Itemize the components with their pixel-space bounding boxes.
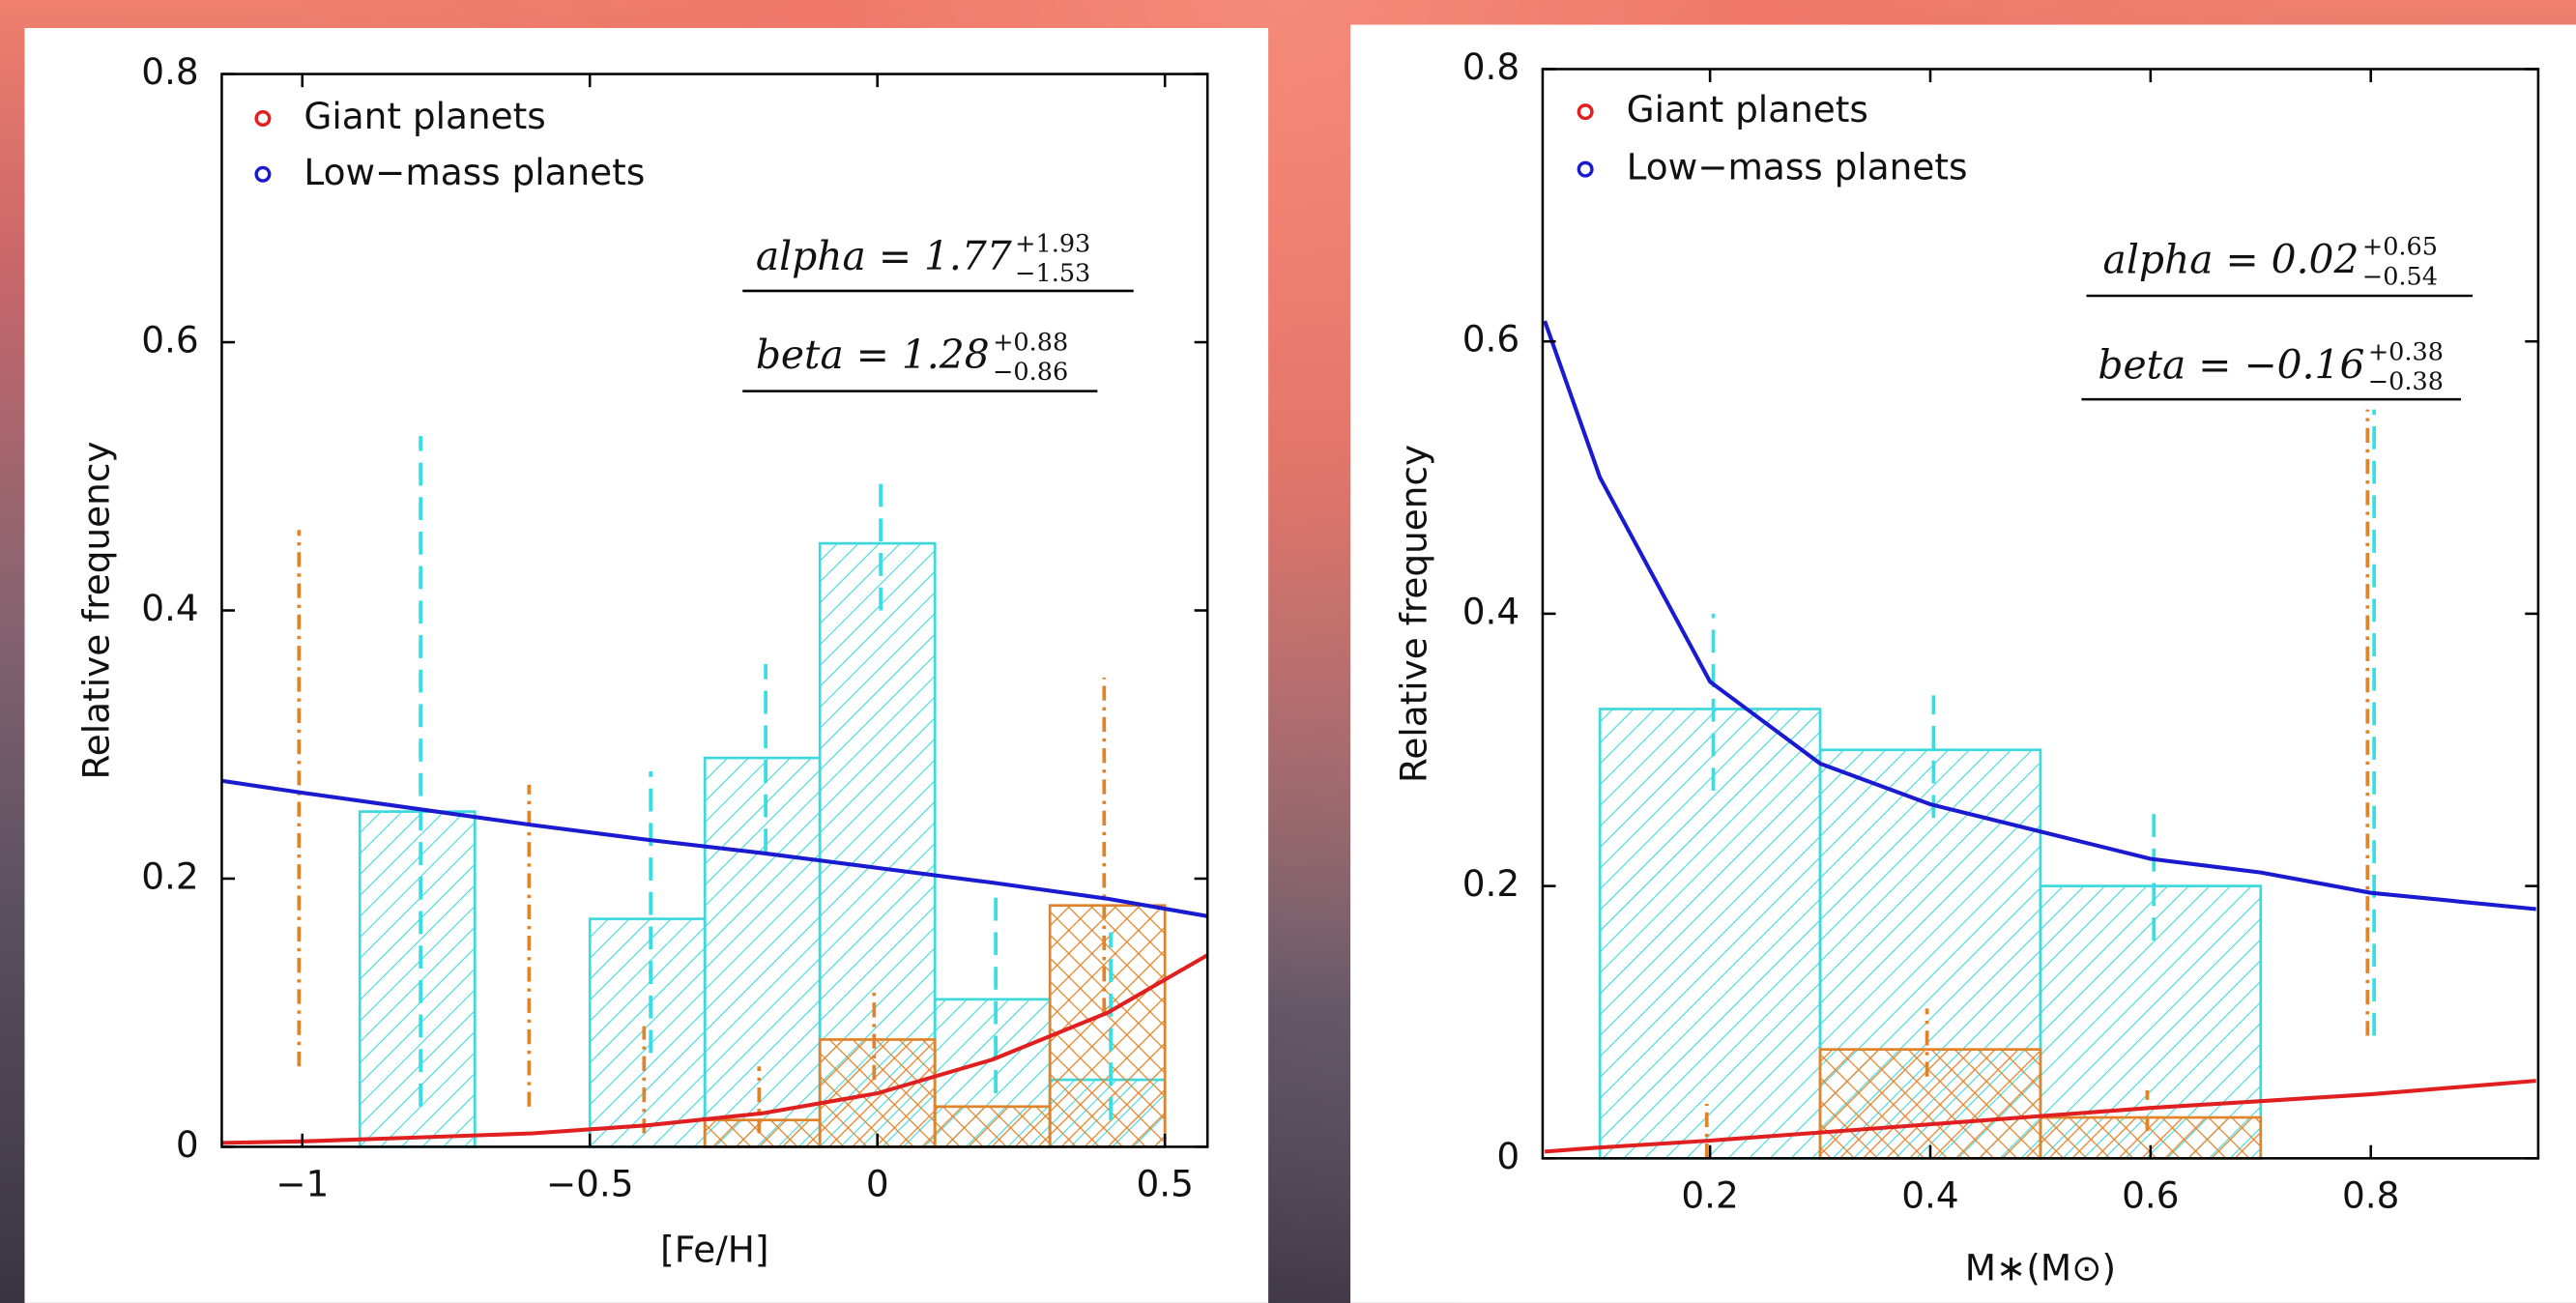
- y-tick-label: 0.2: [141, 854, 198, 897]
- legend-label: Low−mass planets: [1627, 146, 1968, 188]
- annotation: alpha = 0.02: [2103, 237, 2359, 283]
- y-tick-label: 0.6: [141, 319, 198, 362]
- y-axis-label: Relative frequency: [1393, 445, 1435, 783]
- annotation-sup: +0.88: [993, 328, 1068, 357]
- annotation-sub: −0.86: [993, 358, 1068, 387]
- annotation-sup: +0.65: [2362, 233, 2438, 262]
- legend-label: Low−mass planets: [304, 151, 645, 193]
- y-tick-label: 0: [1496, 1135, 1520, 1177]
- y-tick-label: 0.4: [141, 587, 198, 629]
- annotation: alpha = 1.77: [756, 233, 1012, 279]
- x-tick-label: 0: [866, 1163, 889, 1205]
- fit-curve: [221, 953, 1209, 1145]
- legend-label: Giant planets: [1627, 88, 1868, 130]
- legend-marker: [254, 109, 272, 127]
- y-tick-label: 0.8: [141, 50, 198, 93]
- y-tick-label: 0.8: [1462, 45, 1520, 88]
- x-axis-label: [Fe/H]: [660, 1229, 768, 1271]
- histogram-bar: [933, 1105, 1052, 1148]
- x-tick-label: 0.2: [1681, 1174, 1738, 1217]
- annotation-sub: −1.53: [1015, 259, 1090, 288]
- legend-marker: [1577, 160, 1594, 178]
- x-tick-label: −1: [275, 1163, 329, 1205]
- x-tick-label: 0.8: [2342, 1174, 2399, 1217]
- histogram-bar: [1598, 708, 1822, 1160]
- legend-marker: [254, 165, 272, 183]
- fit-curve: [1544, 1079, 2536, 1154]
- annotation-sub: −0.38: [2368, 367, 2444, 396]
- annotation-sup: +0.38: [2368, 338, 2444, 367]
- x-axis-label: M∗(M⊙): [1965, 1246, 2116, 1289]
- plot: [1543, 320, 2536, 1160]
- y-axis-label: Relative frequency: [74, 441, 117, 779]
- y-tick-label: 0.4: [1462, 590, 1520, 632]
- legend-label: Giant planets: [304, 95, 545, 137]
- y-tick-label: 0.2: [1462, 862, 1520, 905]
- annotation: beta = 1.28: [756, 332, 990, 378]
- x-tick-label: −0.5: [546, 1163, 634, 1205]
- histogram-bar: [703, 1118, 822, 1148]
- plot: [221, 436, 1209, 1148]
- annotation-sup: +1.93: [1015, 229, 1090, 258]
- annotation: beta = −0.16: [2098, 341, 2364, 388]
- histogram-bar: [588, 917, 707, 1148]
- histogram-bar: [358, 810, 477, 1148]
- histogram-bar: [1048, 904, 1167, 1148]
- annotation-sub: −0.54: [2362, 262, 2438, 291]
- histogram-bar: [1818, 1048, 2042, 1160]
- x-tick-label: 0.5: [1136, 1163, 1193, 1205]
- histogram-bar: [703, 756, 822, 1148]
- legend-marker: [1577, 103, 1594, 121]
- x-tick-label: 0.4: [1901, 1174, 1958, 1217]
- x-tick-label: 0.6: [2122, 1174, 2179, 1217]
- fit-curve: [221, 778, 1208, 918]
- y-tick-label: 0: [176, 1123, 199, 1166]
- fit-curve: [1543, 320, 2536, 912]
- y-tick-label: 0.6: [1462, 318, 1520, 361]
